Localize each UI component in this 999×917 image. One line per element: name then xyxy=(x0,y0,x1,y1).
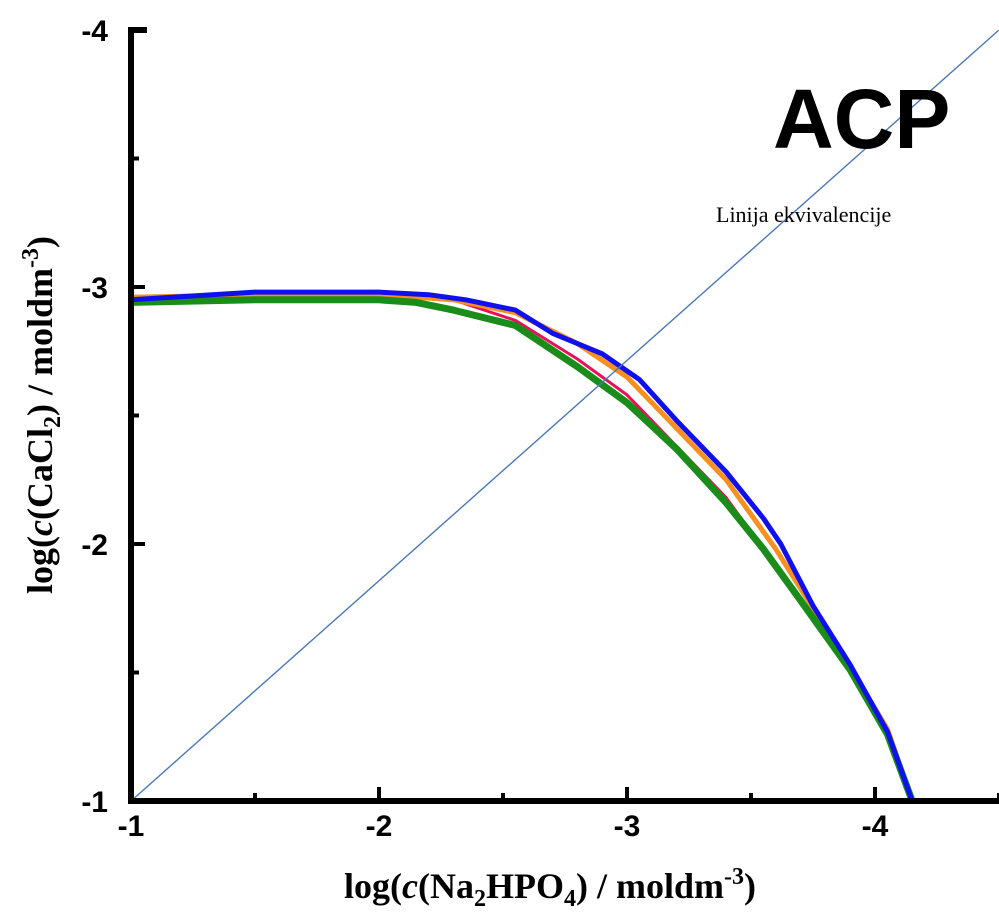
x-tick-label: -2 xyxy=(366,810,393,843)
series-line-2 xyxy=(131,296,916,801)
axes: -1 -2 -3 -4 -1 -2 -3 -4 xyxy=(81,15,999,843)
y-tick-label: -3 xyxy=(81,272,108,305)
series-layer xyxy=(131,30,999,801)
acp-label: ACP xyxy=(773,72,950,166)
equivalence-line-label: Linija ekvivalencije xyxy=(716,202,891,227)
y-tick-label: -1 xyxy=(81,786,108,819)
x-tick-label: -1 xyxy=(118,810,145,843)
x-axis-title: log(c(Na2HPO4) / moldm-3) xyxy=(344,864,756,912)
series-line-3 xyxy=(131,289,915,801)
series-group xyxy=(131,30,999,801)
x-tick-label: -4 xyxy=(862,810,889,843)
y-tick-label: -4 xyxy=(81,15,108,48)
y-axis-title: log(c(CaCl2) / moldm-3) xyxy=(18,236,66,594)
y-tick-label: -2 xyxy=(81,529,108,562)
series-line-1 xyxy=(131,292,915,801)
x-tick-label: -3 xyxy=(614,810,641,843)
series-line-0 xyxy=(131,293,914,801)
series-line-4 xyxy=(131,30,999,801)
